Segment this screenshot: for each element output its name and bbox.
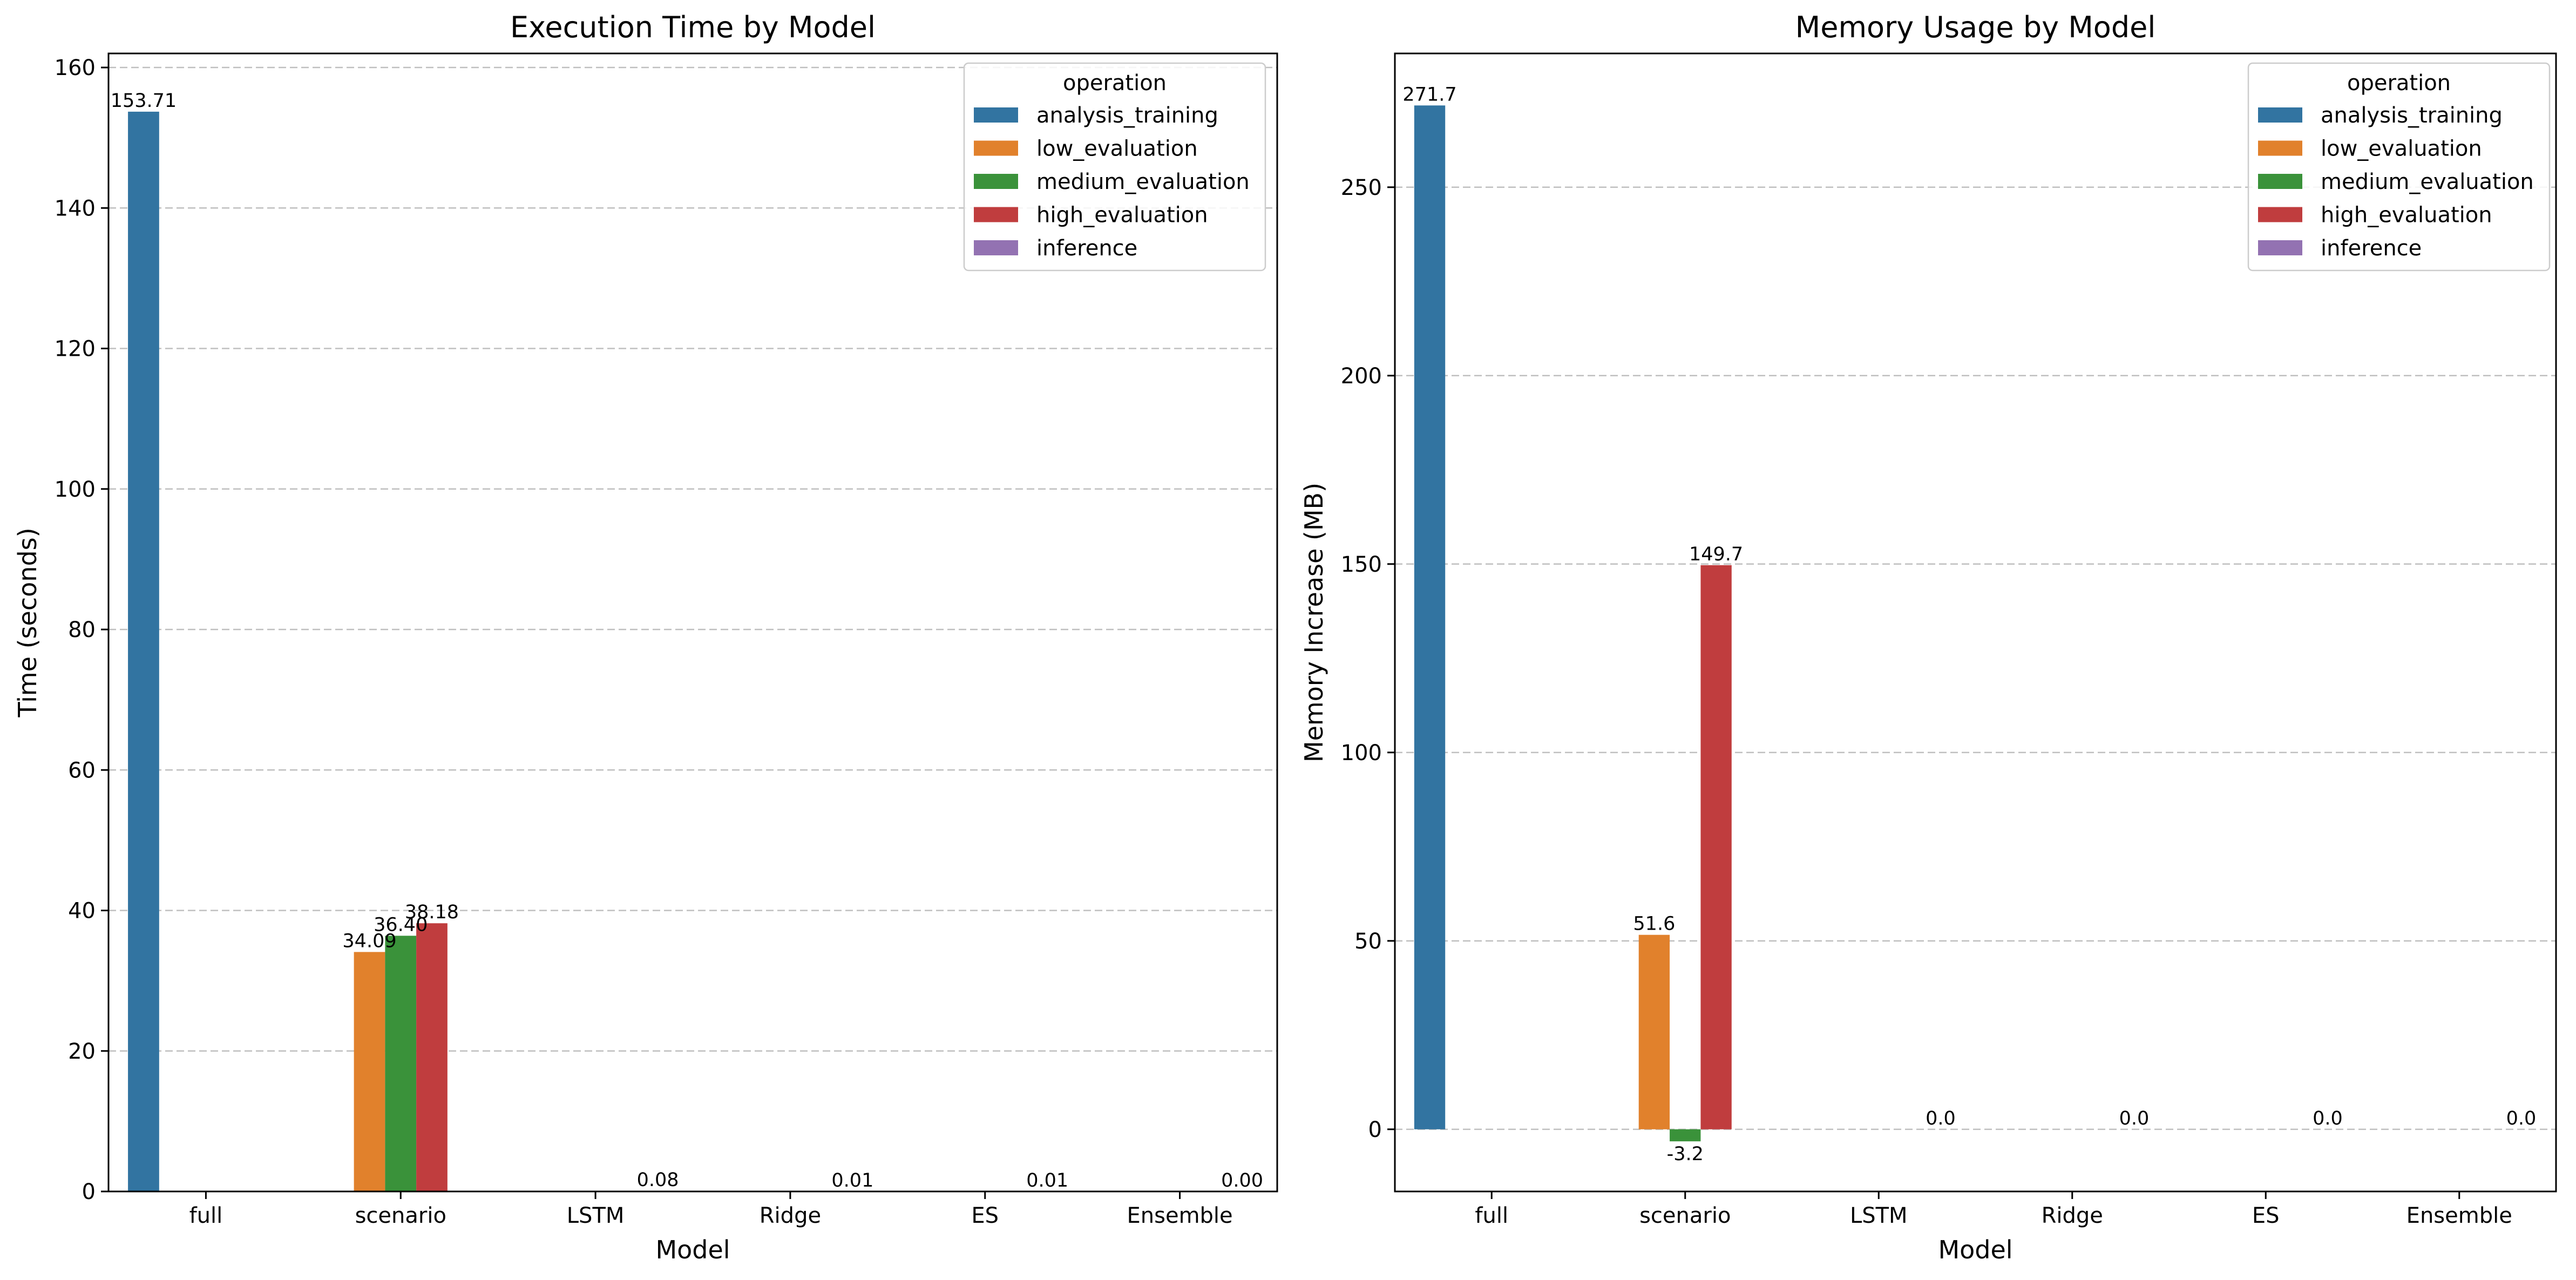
legend-item-label: medium_evaluation — [2321, 170, 2534, 194]
bar-analysis_training — [128, 111, 159, 1192]
legend-item-label: high_evaluation — [1036, 203, 1208, 228]
legend-swatch-medium_evaluation — [974, 174, 1018, 189]
x-tick-label: full — [189, 1203, 223, 1228]
data-label: 51.6 — [1633, 913, 1675, 935]
y-tick-label: 140 — [55, 196, 96, 221]
legend-swatch-medium_evaluation — [2258, 174, 2302, 189]
data-label: 0.0 — [2119, 1108, 2150, 1129]
bar-high_evaluation — [1700, 565, 1732, 1129]
bar-medium_evaluation — [385, 936, 417, 1191]
legend-item-label: analysis_training — [1036, 103, 1218, 128]
x-axis-label: Model — [1938, 1235, 2012, 1264]
data-label: 0.01 — [831, 1170, 873, 1191]
plot-frame — [107, 52, 1278, 1193]
legend: operation analysis_training low_evaluation… — [2247, 62, 2551, 272]
legend-swatch-low_evaluation — [2258, 140, 2302, 156]
data-label: 0.00 — [1221, 1170, 1263, 1191]
bar-high_evaluation — [416, 923, 448, 1191]
data-label: 34.09 — [342, 930, 396, 952]
data-label: 271.7 — [1402, 84, 1456, 105]
legend-item-label: analysis_training — [2321, 103, 2503, 128]
x-tick-label: full — [1475, 1203, 1508, 1228]
legend-item-label: low_evaluation — [2321, 137, 2482, 161]
legend-title: operation — [2347, 71, 2451, 96]
y-tick-label: 160 — [55, 56, 96, 80]
y-tick-label: 80 — [68, 618, 96, 642]
data-label: 0.01 — [1026, 1170, 1068, 1191]
legend-swatch-analysis_training — [2258, 107, 2302, 123]
legend-box — [2247, 62, 2551, 272]
y-tick-label: 150 — [1341, 552, 1382, 577]
x-tick-label: LSTM — [1850, 1203, 1908, 1228]
memory-usage-chart: 271.7 51.6 -3.2 149.7 0.0 0.0 0.0 0.0 0 50 100 150 2… — [1299, 10, 2557, 1264]
y-tick-label: 100 — [55, 477, 96, 502]
legend-item-label: inference — [1036, 236, 1137, 261]
chart-title: Memory Usage by Model — [1795, 10, 2156, 44]
x-tick-label: Ensemble — [2406, 1203, 2512, 1228]
x-tick-label: ES — [2252, 1203, 2280, 1228]
x-tick-label: LSTM — [567, 1203, 625, 1228]
bar-analysis_training — [1414, 105, 1446, 1129]
x-tick-label: Ridge — [760, 1203, 821, 1228]
legend-box — [963, 62, 1266, 272]
legend-item-label: low_evaluation — [1036, 137, 1198, 161]
bar-medium_evaluation — [1670, 1129, 1701, 1142]
data-label: 36.40 — [374, 914, 428, 936]
x-tick-label: ES — [971, 1203, 999, 1228]
y-tick-label: 200 — [1341, 364, 1382, 389]
legend-swatch-inference — [974, 240, 1018, 255]
data-label: -3.2 — [1667, 1143, 1704, 1165]
legend: operation analysis_training low_evaluation… — [963, 62, 1266, 272]
x-tick-label: Ensemble — [1127, 1203, 1233, 1228]
x-tick-label: scenario — [1639, 1203, 1731, 1228]
bar-low_evaluation — [1638, 934, 1670, 1129]
legend-item-label: high_evaluation — [2321, 203, 2492, 228]
y-axis-label: Memory Increase (MB) — [1299, 483, 1328, 762]
legend-swatch-high_evaluation — [974, 207, 1018, 222]
legend-swatch-analysis_training — [974, 107, 1018, 123]
y-tick-label: 100 — [1341, 741, 1382, 766]
data-label: 149.7 — [1689, 544, 1743, 565]
legend-swatch-high_evaluation — [2258, 207, 2302, 222]
y-tick-label: 250 — [1341, 175, 1382, 200]
data-label: 0.08 — [637, 1169, 679, 1191]
x-tick-label: scenario — [355, 1203, 446, 1228]
legend-swatch-low_evaluation — [974, 140, 1018, 156]
legend-title: operation — [1063, 71, 1167, 96]
chart-title: Execution Time by Model — [510, 10, 876, 44]
data-label: 38.18 — [405, 902, 459, 923]
data-label: 0.0 — [1926, 1108, 1956, 1129]
data-label: 0.0 — [2506, 1108, 2537, 1129]
x-axis-label: Model — [655, 1235, 730, 1264]
y-tick-label: 0 — [1368, 1118, 1382, 1142]
legend-item-label: medium_evaluation — [1036, 170, 1250, 194]
y-tick-label: 0 — [82, 1180, 96, 1204]
y-tick-label: 40 — [68, 899, 96, 924]
y-tick-label: 50 — [1354, 929, 1382, 954]
legend-item-label: inference — [2321, 236, 2422, 261]
data-label: 0.0 — [2313, 1108, 2343, 1129]
y-axis-label: Time (seconds) — [13, 527, 42, 717]
legend-swatch-inference — [2258, 240, 2302, 255]
x-tick-label: Ridge — [2042, 1203, 2103, 1228]
plot-frame — [1394, 52, 2557, 1193]
bar-low_evaluation — [354, 952, 385, 1191]
y-tick-label: 120 — [55, 337, 96, 362]
y-tick-label: 60 — [68, 758, 96, 783]
y-tick-label: 20 — [68, 1039, 96, 1064]
data-label: 153.71 — [111, 90, 177, 112]
